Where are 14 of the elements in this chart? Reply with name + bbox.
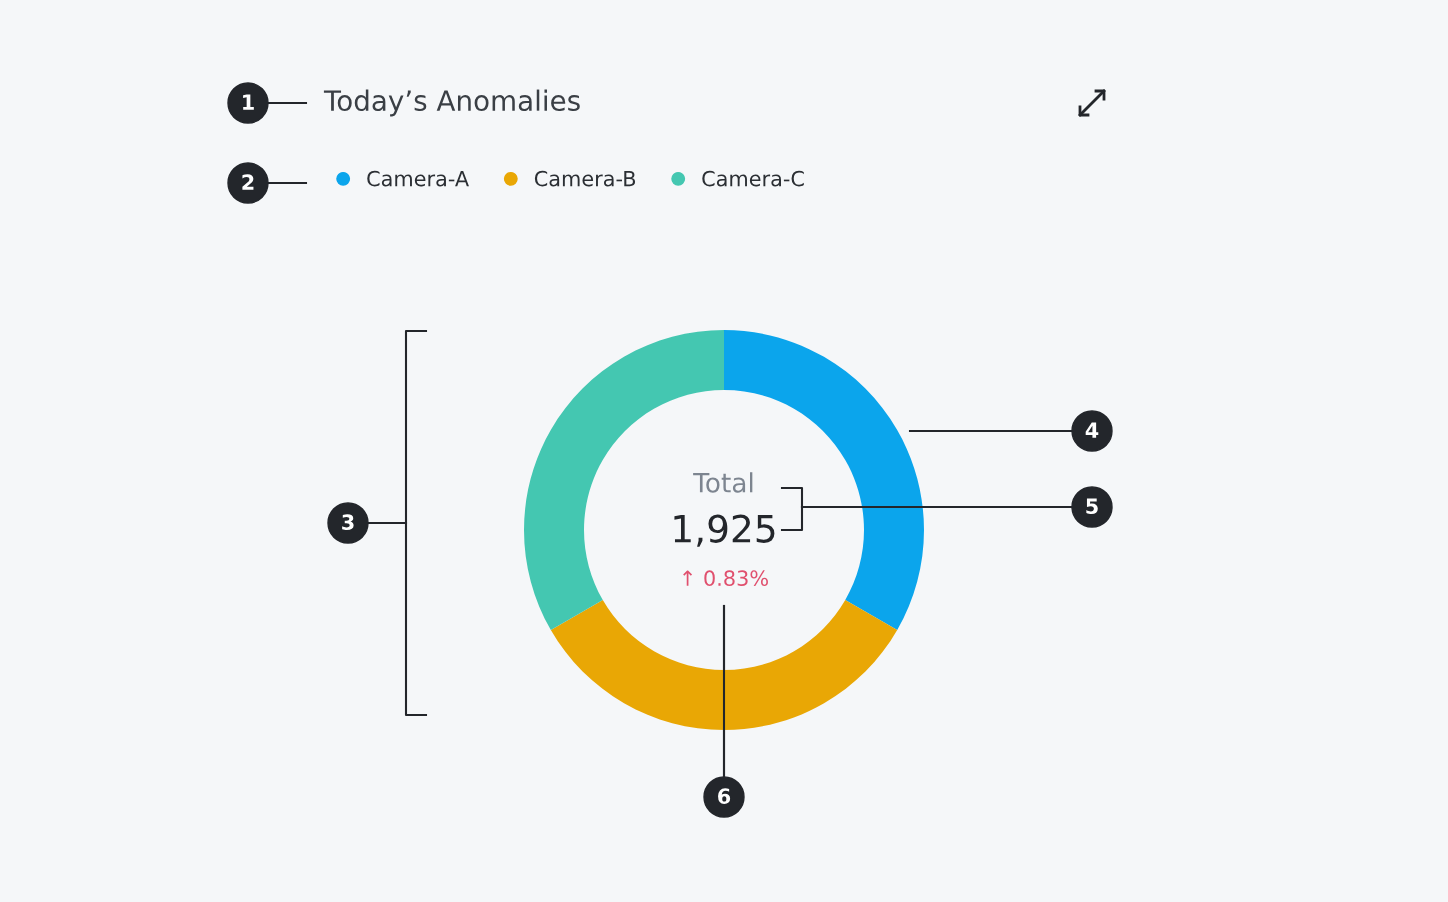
text: 6 [718,788,731,805]
chart-title: Today’s Anomalies [323,89,580,117]
legend-label: Camera-B [534,170,636,187]
text: 2 [242,174,254,190]
legend-label: Camera-C [702,170,804,187]
donut-slice [550,599,898,730]
text: Total [693,472,753,493]
text: 5 [1086,498,1098,515]
text: 4 [1085,422,1099,438]
text: 1,925 [674,514,775,547]
text: ↑ 0.83% [683,570,768,587]
text: 3 [342,514,354,531]
legend-label: Camera-A [367,170,469,187]
text: 1 [243,94,254,110]
